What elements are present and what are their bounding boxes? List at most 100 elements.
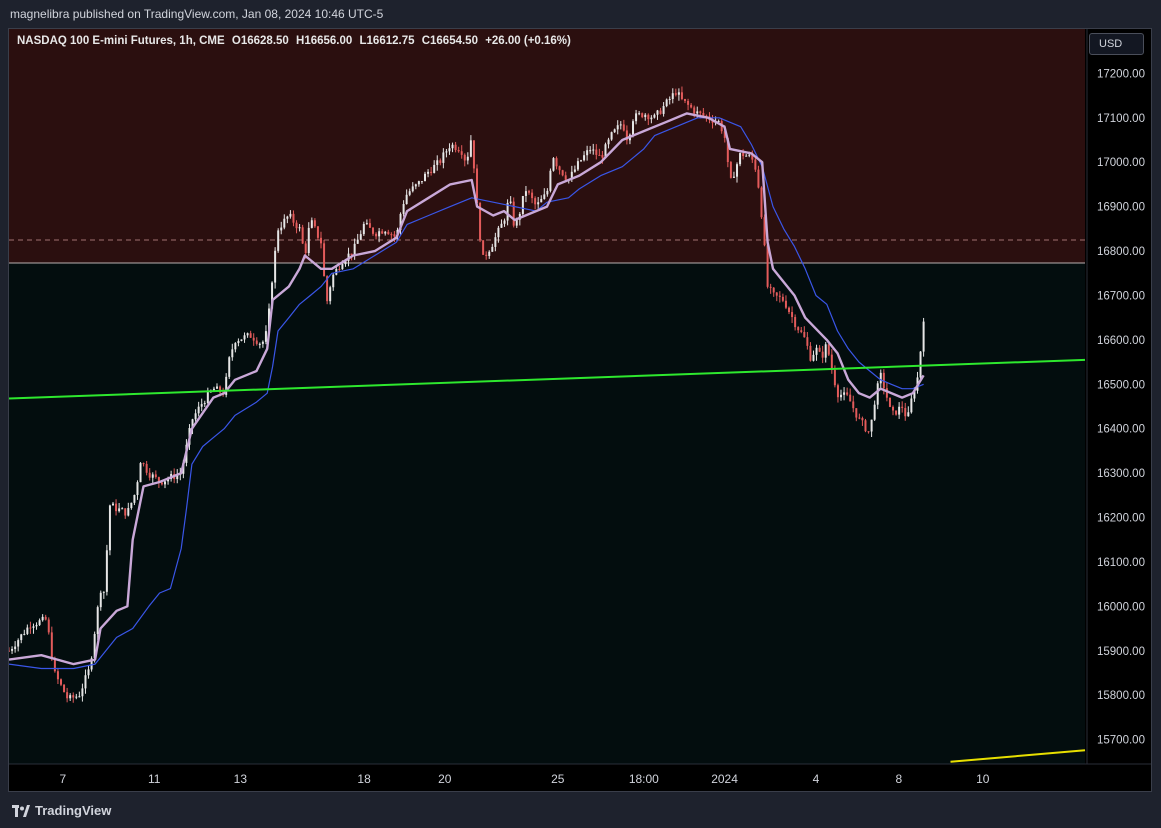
candle-body: [751, 154, 754, 160]
candle-body: [99, 592, 102, 608]
candle: [411, 182, 414, 193]
candle: [864, 418, 867, 433]
candle: [405, 189, 408, 205]
candle: [656, 109, 659, 120]
candle-body: [326, 276, 329, 302]
candle: [684, 98, 687, 104]
candle-body: [898, 406, 901, 415]
candle-body: [528, 191, 531, 193]
candle-body: [778, 295, 781, 297]
candle-body: [919, 351, 922, 378]
yellow-trendline: [950, 749, 1086, 763]
candle: [338, 265, 341, 273]
candle: [32, 623, 35, 634]
candle: [849, 388, 852, 402]
candle-body: [674, 93, 677, 95]
candle-body: [570, 171, 573, 180]
candle-body: [558, 166, 561, 171]
candle: [408, 188, 411, 197]
candle-body: [613, 129, 616, 133]
candle-body: [203, 403, 206, 405]
candle: [439, 158, 442, 166]
candle: [778, 291, 781, 303]
price-chart[interactable]: 17200.00 17100.00 17000.00 16900.00 16800.00…: [9, 29, 1151, 791]
tradingview-brand[interactable]: TradingView: [12, 803, 111, 818]
candle-body: [372, 227, 375, 234]
price-tick-label: 16500.00: [1097, 379, 1145, 391]
candle: [690, 103, 693, 109]
candle: [592, 143, 595, 155]
candle: [867, 431, 870, 434]
candle-body: [176, 474, 179, 480]
currency-button[interactable]: USD: [1089, 33, 1144, 55]
candle-body: [555, 158, 558, 167]
candle-body: [800, 330, 803, 333]
trendlines[interactable]: [9, 358, 1086, 763]
candle-body: [249, 333, 252, 338]
candle: [264, 325, 267, 345]
candle-body: [44, 616, 47, 620]
price-axis[interactable]: 17200.00 17100.00 17000.00 16900.00 16800.00…: [1086, 29, 1145, 764]
candle-body: [833, 370, 836, 386]
candle-body: [414, 184, 417, 187]
open-value: O16628.50: [231, 35, 289, 47]
candle: [680, 86, 683, 101]
symbol-legend: NASDAQ 100 E-mini Futures, 1h, CME O1662…: [17, 35, 575, 47]
candle-body: [216, 386, 219, 389]
candle-body: [145, 463, 148, 473]
candle: [359, 230, 362, 241]
candle-body: [586, 150, 589, 156]
candle-body: [500, 223, 503, 228]
candle-body: [827, 344, 830, 355]
candle-body: [445, 151, 448, 153]
candle-body: [476, 168, 479, 203]
candle: [677, 88, 680, 101]
candle: [653, 113, 656, 119]
time-axis[interactable]: 7 11 13 18 20 25 18:00 2024 4 8 10: [9, 763, 1151, 786]
candle: [613, 128, 616, 133]
candle-body: [521, 195, 524, 214]
candle: [736, 162, 739, 183]
candle-body: [84, 675, 87, 689]
candle-body: [264, 331, 267, 342]
candle-body: [112, 503, 115, 506]
candle-body: [524, 191, 527, 196]
candle-body: [922, 321, 925, 352]
candle-body: [9, 650, 10, 652]
candle-body: [344, 260, 347, 265]
candle: [142, 462, 145, 467]
candle-body: [485, 254, 488, 256]
candle: [540, 195, 543, 203]
candle-body: [852, 401, 855, 409]
candle: [760, 186, 763, 219]
candle: [476, 164, 479, 204]
candle-body: [451, 144, 454, 149]
candle-body: [748, 154, 751, 156]
candle: [784, 295, 787, 310]
candle-body: [512, 201, 515, 226]
candle: [81, 683, 84, 702]
candle-body: [359, 234, 362, 240]
candle: [907, 406, 910, 417]
candle-body: [907, 412, 910, 417]
candle-body: [867, 431, 870, 433]
candle-body: [873, 404, 876, 420]
candle-body: [307, 227, 310, 254]
candle: [895, 410, 898, 416]
candle: [277, 228, 280, 253]
candle: [252, 333, 255, 346]
candle: [368, 218, 371, 228]
candle: [754, 158, 757, 172]
candle: [635, 109, 638, 125]
candle-body: [846, 392, 849, 395]
candle: [739, 152, 742, 167]
price-tick-label: 15900.00: [1097, 646, 1145, 658]
candle: [922, 317, 925, 357]
candle-body: [824, 344, 827, 358]
candle: [286, 215, 289, 224]
candle-body: [436, 160, 439, 165]
candle-body: [17, 640, 20, 647]
candle: [414, 183, 417, 190]
candle-body: [732, 176, 735, 178]
symbol-name[interactable]: NASDAQ 100 E-mini Futures, 1h, CME: [17, 35, 225, 47]
